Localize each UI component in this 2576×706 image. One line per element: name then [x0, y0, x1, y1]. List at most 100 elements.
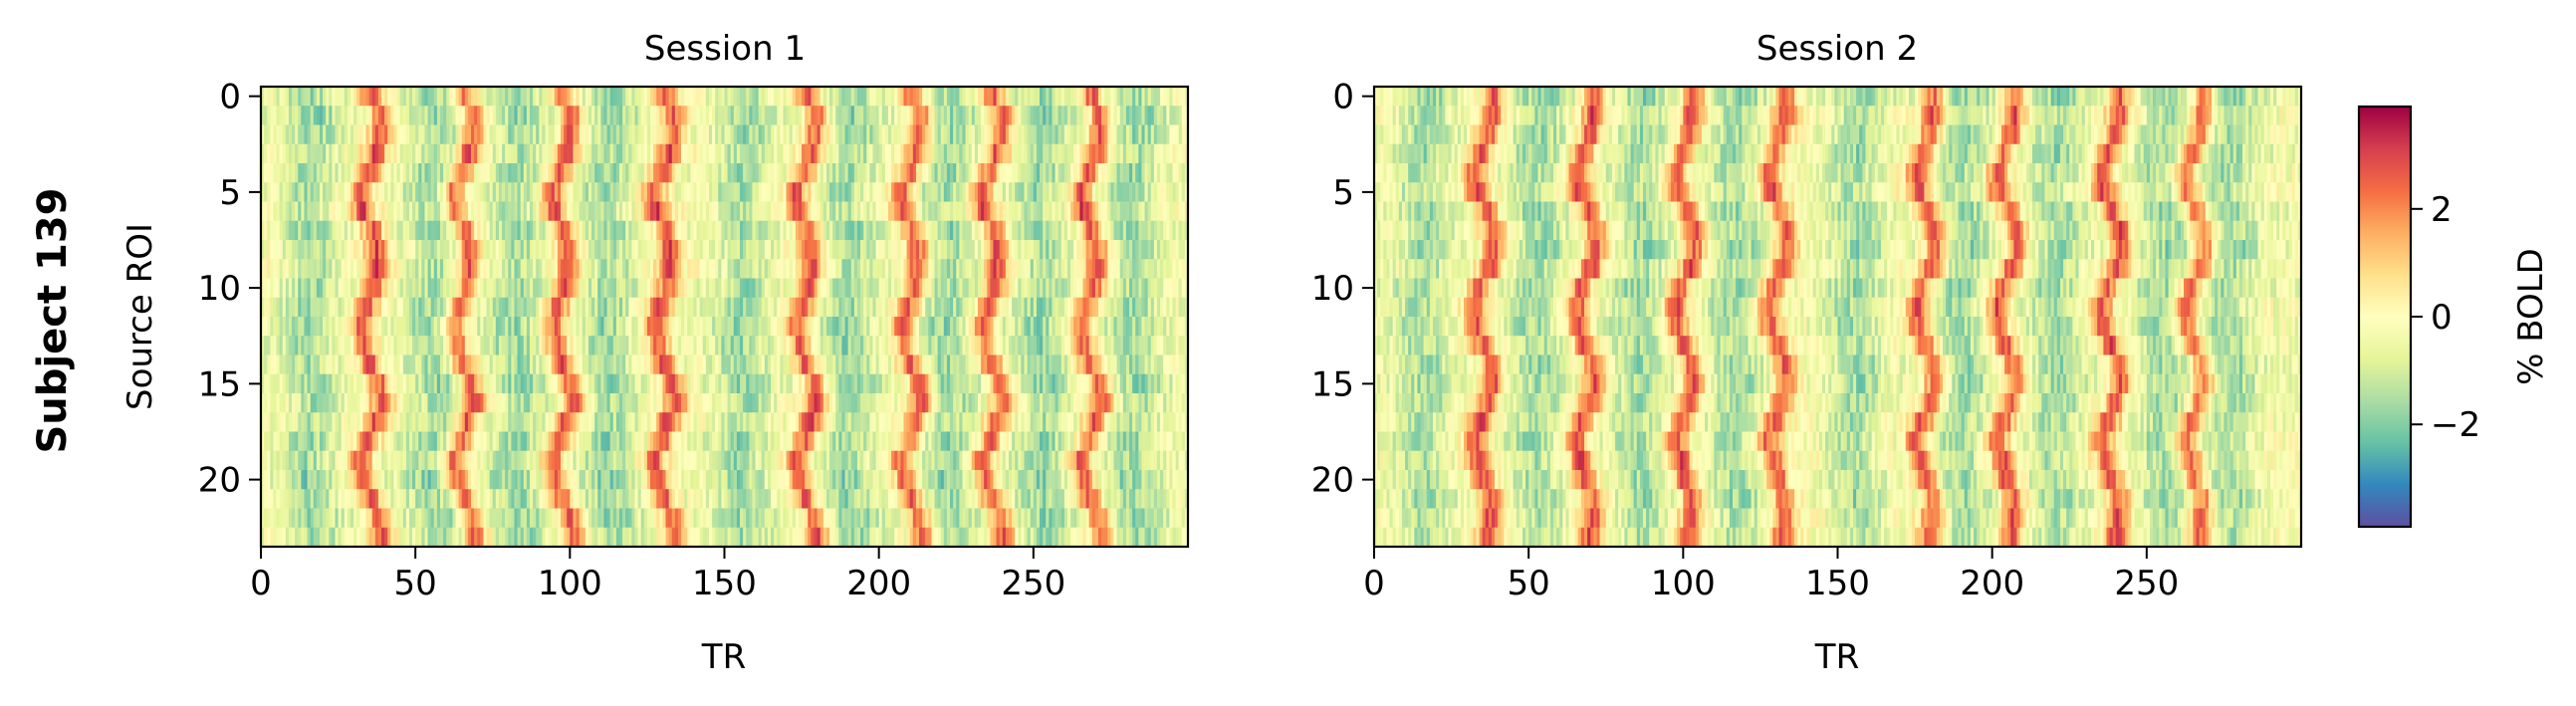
heatmap-cell: [755, 240, 760, 260]
heatmap-cell: [365, 336, 370, 355]
heatmap-cell: [708, 336, 713, 355]
heatmap-cell: [471, 259, 475, 279]
heatmap-cell: [755, 163, 760, 183]
heatmap-cell: [1116, 124, 1121, 145]
heatmap-cell: [474, 297, 478, 318]
heatmap-cell: [517, 182, 522, 202]
heatmap-cell: [288, 201, 293, 222]
heatmap-cell: [1079, 240, 1084, 260]
heatmap-cell: [279, 163, 284, 183]
heatmap-cell: [996, 143, 1001, 164]
heatmap-cell: [1052, 182, 1056, 202]
heatmap-cell: [618, 259, 623, 279]
heatmap-cell: [1070, 278, 1074, 299]
heatmap-cell: [950, 240, 954, 260]
heatmap-cell: [335, 297, 340, 318]
heatmap-cell: [347, 106, 351, 125]
heatmap-cell: [822, 317, 827, 337]
heatmap-cell: [1110, 297, 1115, 318]
heatmap-cell: [674, 163, 679, 183]
heatmap-cell: [946, 87, 951, 107]
heatmap-cell: [387, 240, 391, 260]
heatmap-cell: [603, 124, 608, 145]
heatmap-cell: [684, 182, 688, 202]
heatmap-cell: [875, 163, 880, 183]
heatmap-cell: [730, 297, 735, 318]
heatmap-cell: [396, 317, 401, 337]
heatmap-cell: [887, 163, 892, 183]
heatmap-cell: [600, 278, 605, 299]
heatmap-cell: [505, 297, 509, 318]
heatmap-cell: [594, 163, 598, 183]
heatmap-cell: [940, 259, 945, 279]
heatmap-cell: [310, 317, 315, 337]
heatmap-cell: [402, 163, 407, 183]
heatmap-cell: [1172, 124, 1177, 145]
heatmap-cell: [869, 106, 874, 125]
heatmap-cell: [789, 106, 794, 125]
heatmap-cell: [900, 182, 905, 202]
heatmap-cell: [561, 259, 565, 279]
heatmap-cell: [313, 163, 318, 183]
heatmap-cell: [1015, 201, 1019, 222]
heatmap-cell: [492, 220, 497, 241]
heatmap-cell: [671, 201, 676, 222]
heatmap-cell: [582, 182, 586, 202]
heatmap-cell: [959, 317, 964, 337]
heatmap-cell: [625, 106, 629, 125]
heatmap-cell: [693, 182, 698, 202]
heatmap-cell: [974, 278, 979, 299]
heatmap-cell: [628, 317, 632, 337]
heatmap-cell: [894, 278, 898, 299]
heatmap-cell: [822, 87, 827, 107]
heatmap-cell: [786, 163, 791, 183]
heatmap-cell: [946, 106, 951, 125]
heatmap-cell: [353, 201, 357, 222]
heatmap-cell: [424, 240, 429, 260]
heatmap-cell: [993, 297, 998, 318]
heatmap-cell: [600, 87, 605, 107]
heatmap-cell: [1119, 297, 1124, 318]
heatmap-cell: [421, 278, 426, 299]
heatmap-cell: [1015, 87, 1019, 107]
heatmap-cell: [690, 163, 695, 183]
heatmap-cell: [1091, 220, 1096, 241]
heatmap-cell: [1012, 163, 1016, 183]
heatmap-cell: [677, 87, 682, 107]
heatmap-cell: [1178, 220, 1183, 241]
heatmap-cell: [1085, 201, 1090, 222]
heatmap-cell: [702, 317, 707, 337]
heatmap-cell: [838, 240, 843, 260]
heatmap-cell: [557, 143, 562, 164]
heatmap-cell: [1104, 106, 1108, 125]
heatmap-cell: [264, 259, 268, 279]
heatmap-cell: [634, 297, 639, 318]
heatmap-cell: [307, 87, 312, 107]
heatmap-cell: [298, 297, 302, 318]
heatmap-cell: [597, 240, 601, 260]
heatmap-cell: [557, 182, 562, 202]
heatmap-cell: [755, 278, 760, 299]
heatmap-cell: [436, 201, 441, 222]
heatmap-cell: [881, 124, 886, 145]
heatmap-cell: [774, 106, 778, 125]
heatmap-cell: [1160, 278, 1164, 299]
heatmap-cell: [909, 124, 914, 145]
heatmap-cell: [690, 201, 695, 222]
heatmap-cell: [693, 278, 698, 299]
heatmap-cell: [359, 317, 364, 337]
heatmap-cell: [307, 106, 312, 125]
heatmap-cell: [393, 124, 398, 145]
heatmap-cell: [860, 297, 864, 318]
heatmap-cell: [987, 163, 991, 183]
heatmap-cell: [981, 163, 985, 183]
heatmap-cell: [1101, 106, 1105, 125]
heatmap-cell: [529, 106, 534, 125]
heatmap-cell: [1027, 106, 1032, 125]
heatmap-cell: [1018, 163, 1023, 183]
heatmap-cell: [298, 201, 302, 222]
heatmap-cell: [464, 87, 469, 107]
heatmap-cell: [365, 182, 370, 202]
heatmap-cell: [699, 240, 704, 260]
heatmap-cell: [774, 297, 778, 318]
